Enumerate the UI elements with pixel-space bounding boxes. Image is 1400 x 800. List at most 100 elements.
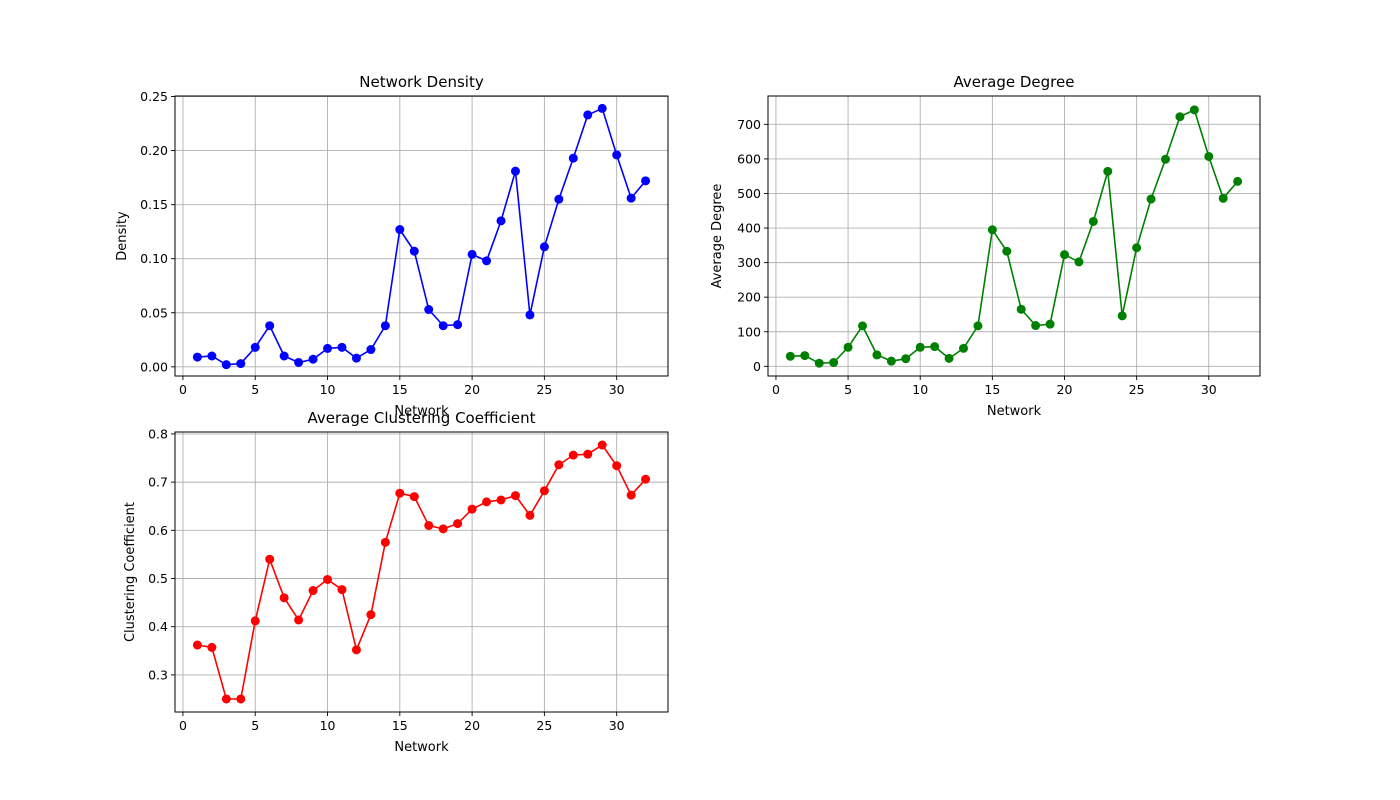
density-data-point [395,225,405,235]
density-data-point [612,150,622,160]
degree-x-axis-label: Network [987,404,1042,419]
degree-data-point [872,350,882,360]
x-tick-label: 20 [464,718,480,733]
clustering-data-point [482,497,492,507]
clustering-chart-title: Average Clustering Coefficient [308,409,536,427]
clustering-data-point [265,554,275,564]
x-tick-label: 15 [984,382,1000,397]
x-tick-label: 30 [609,718,625,733]
degree-y-axis-label: Average Degree [710,184,725,289]
density-x-axis-label: Network [394,404,449,419]
y-tick-label: 700 [737,117,761,132]
y-tick-label: 0.4 [148,619,168,634]
clustering-data-point [554,460,564,470]
clustering-panel: 0 5 10 15 20 25 30 0.3 0.4 0.5 0.6 0.7 0.8 Average C… [123,409,669,755]
density-data-point [250,342,260,352]
clustering-data-point [323,574,333,584]
density-data-point [482,256,492,266]
density-data-point [568,153,578,163]
clustering-data-point [192,640,202,650]
density-data-point [236,359,246,369]
x-tick-label: 15 [392,718,408,733]
density-data-point [438,321,448,331]
density-data-point [583,110,593,120]
degree-data-point [1233,176,1243,186]
density-data-point [337,342,347,352]
x-tick-label: 10 [320,382,336,397]
density-data-point [467,249,477,259]
density-data-point [207,351,217,361]
degree-data-point [1175,112,1185,122]
degree-data-point [829,358,839,368]
y-tick-label: 300 [737,255,761,270]
degree-axes-frame [767,95,1261,377]
degree-data-point [1045,319,1055,329]
density-data-point [279,351,289,361]
degree-data-point [973,321,983,331]
x-tick-label: 0 [179,382,187,397]
clustering-data-point [308,586,318,596]
clustering-data-point [453,519,463,529]
degree-data-point [1161,154,1170,164]
density-data-point [641,176,651,186]
y-tick-label: 600 [737,151,761,166]
degree-data-point [858,321,867,331]
degree-data-point [1218,193,1228,203]
density-data-point [539,242,549,252]
density-data-point [510,166,520,176]
y-tick-label: 0 [753,359,761,374]
x-tick-label: 30 [1201,382,1217,397]
density-data-point [221,360,231,370]
x-tick-label: 10 [320,718,336,733]
y-tick-label: 0.5 [148,571,168,586]
y-tick-label: 0.00 [140,359,168,374]
x-tick-label: 10 [912,382,928,397]
degree-data-point [901,354,911,364]
density-data-point [265,321,275,331]
degree-data-point [1016,304,1026,314]
y-tick-label: 100 [737,324,761,339]
density-data-point [496,216,506,226]
density-data-point [351,353,361,363]
clustering-data-point [351,645,361,655]
x-tick-label: 5 [844,382,852,397]
x-tick-label: 20 [464,382,480,397]
degree-data-point [886,356,896,366]
y-tick-label: 0.3 [148,667,168,682]
y-tick-label: 0.6 [148,523,168,538]
y-tick-label: 200 [737,290,761,305]
clustering-data-point [409,492,419,502]
degree-data-point [1146,194,1156,204]
density-data-point [409,246,419,256]
density-data-point [554,194,564,204]
density-data-point [323,343,333,353]
degree-data-point [800,351,810,361]
density-axes-frame [174,95,669,377]
x-tick-label: 25 [1129,382,1145,397]
degree-data-point [1204,151,1214,161]
x-tick-label: 0 [179,718,187,733]
degree-data-point [785,351,795,361]
degree-chart-title: Average Degree [954,73,1075,91]
density-data-point [453,320,463,330]
clustering-data-point [496,495,506,505]
density-data-point [525,310,535,320]
density-data-point [380,321,390,331]
clustering-data-point [583,449,593,459]
degree-data-point [1060,250,1069,260]
density-data-point [192,352,202,362]
clustering-data-point [207,642,217,652]
y-tick-label: 0.7 [148,475,168,490]
clustering-data-point [395,488,405,498]
degree-data-point [930,342,940,352]
x-tick-label: 0 [772,382,780,397]
density-chart-title: Network Density [359,73,484,91]
x-tick-label: 20 [1057,382,1073,397]
clustering-data-point [221,694,231,704]
degree-data-point [915,342,925,352]
degree-series-line [790,108,1239,365]
clustering-data-point [250,616,260,626]
clustering-axes-frame [174,431,669,713]
